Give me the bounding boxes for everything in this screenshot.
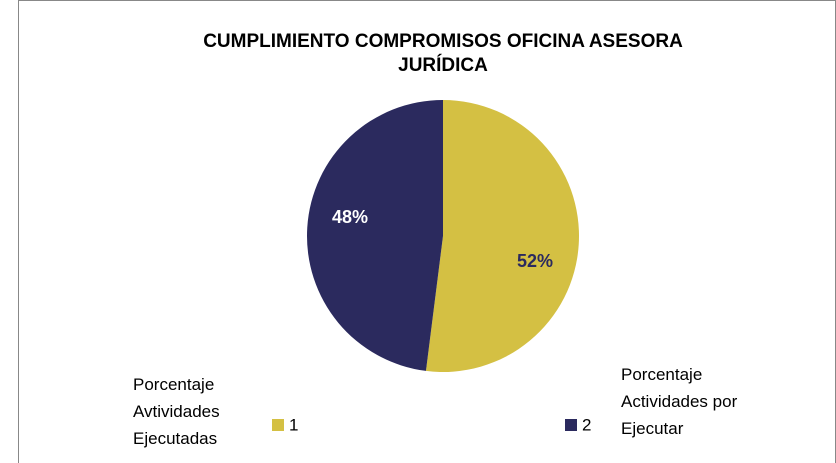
data-label: 52% xyxy=(517,251,553,271)
legend-label: 1 xyxy=(289,415,298,434)
pie-slice xyxy=(306,100,443,371)
category-label: Porcentaje Actividades por Ejecutar xyxy=(621,365,738,438)
chart-title: CUMPLIMIENTO COMPROMISOS OFICINA ASESORA… xyxy=(203,31,683,76)
legend-label: 2 xyxy=(582,415,591,434)
legend-swatch xyxy=(565,419,577,431)
data-label: 48% xyxy=(332,207,368,227)
category-label: Porcentaje Avtividades Ejecutadas xyxy=(133,375,220,448)
legend-swatch xyxy=(272,419,284,431)
pie-slice xyxy=(425,100,579,372)
